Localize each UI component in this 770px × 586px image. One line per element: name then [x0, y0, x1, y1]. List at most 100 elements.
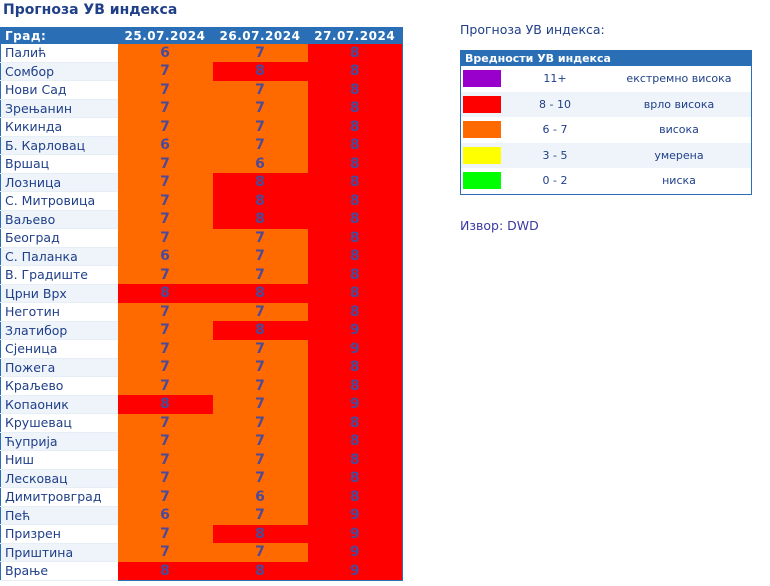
legend-swatch-cell [460, 66, 503, 92]
city-name: Зрењанин [0, 99, 118, 118]
city-name: Б. Карловац [0, 136, 118, 155]
legend-range: 8 - 10 [503, 91, 607, 117]
table-row: Ниш 7 7 8 [0, 450, 403, 470]
uv-index-cell: 6 [117, 247, 213, 266]
uv-index-cell: 7 [212, 469, 308, 488]
uv-index-cell: 7 [212, 302, 308, 321]
uv-index-cell: 8 [212, 191, 308, 210]
legend-range: 11+ [503, 66, 607, 92]
table-row: Пожега 7 7 8 [0, 358, 403, 377]
uv-index-cell: 8 [307, 247, 403, 266]
uv-index-cell: 8 [212, 561, 308, 580]
legend-swatch-cell [460, 91, 503, 117]
uv-index-cell: 7 [212, 432, 308, 451]
table-row: Зрењанин 7 7 8 [0, 99, 403, 118]
city-name: Вршац [0, 154, 118, 174]
color-swatch [463, 172, 501, 190]
uv-index-cell: 7 [117, 191, 213, 210]
source-note: Извор: DWD [460, 218, 539, 233]
uv-index-cell: 7 [117, 99, 213, 118]
uv-index-cell: 8 [307, 154, 403, 173]
uv-index-cell: 8 [212, 210, 308, 229]
legend-label: ниска [607, 168, 752, 194]
city-name: Приштина [0, 543, 118, 562]
uv-index-cell: 9 [307, 506, 403, 525]
table-row: Врање 8 8 9 [0, 561, 403, 581]
uv-index-cell: 8 [307, 173, 403, 192]
uv-index-cell: 8 [307, 284, 403, 303]
color-swatch [463, 95, 501, 113]
uv-index-cell: 7 [212, 543, 308, 562]
uv-index-cell: 7 [212, 413, 308, 432]
table-row: Пећ 6 7 9 [0, 506, 403, 525]
uv-index-cell: 7 [117, 154, 213, 173]
uv-index-cell: 9 [307, 339, 403, 358]
city-name: Краљево [0, 376, 118, 396]
color-swatch [463, 146, 501, 164]
legend-body: 11+ екстремно висока 8 - 10 врло висока 6 - … [460, 66, 752, 194]
uv-index-cell: 7 [212, 358, 308, 377]
uv-index-cell: 7 [212, 376, 308, 395]
table-row: Београд 7 7 8 [0, 228, 403, 248]
uv-index-cell: 6 [117, 506, 213, 525]
uv-forecast-table: Град: 25.07.2024 26.07.2024 27.07.2024 П… [0, 27, 403, 581]
table-row: С. Паланка 6 7 8 [0, 247, 403, 266]
uv-index-cell: 7 [117, 265, 213, 284]
table-row: Сомбор 7 8 8 [0, 62, 403, 81]
table-row: Златибор 7 8 9 [0, 321, 403, 340]
city-name: Ћуприја [0, 432, 118, 451]
uv-index-cell: 8 [212, 284, 308, 303]
table-row: В. Градиште 7 7 8 [0, 265, 403, 285]
city-name: Златибор [0, 321, 118, 340]
city-name: Крушевац [0, 413, 118, 433]
uv-index-cell: 7 [212, 80, 308, 99]
city-name: Сјеница [0, 339, 118, 359]
uv-index-cell: 8 [307, 191, 403, 210]
city-name: Београд [0, 228, 118, 248]
uv-index-cell: 7 [212, 339, 308, 358]
uv-index-cell: 7 [212, 265, 308, 284]
uv-index-cell: 8 [307, 62, 403, 81]
uv-index-cell: 7 [117, 524, 213, 543]
uv-index-cell: 8 [307, 265, 403, 284]
uv-index-cell: 7 [117, 432, 213, 451]
uv-index-cell: 7 [117, 117, 213, 136]
legend-title: Прогноза УВ индекса: [460, 22, 605, 37]
uv-index-cell: 9 [307, 543, 403, 562]
uv-index-cell: 8 [212, 62, 308, 81]
uv-index-cell: 8 [307, 136, 403, 155]
table-row: Ваљево 7 8 8 [0, 210, 403, 229]
uv-index-cell: 7 [212, 506, 308, 525]
uv-index-cell: 7 [212, 247, 308, 266]
city-name: Лозница [0, 173, 118, 192]
legend-row: 8 - 10 врло висока [460, 91, 752, 117]
uv-index-cell: 7 [212, 117, 308, 136]
legend-label: висока [607, 117, 752, 143]
uv-index-cell: 7 [117, 358, 213, 377]
uv-index-cell: 8 [307, 469, 403, 488]
table-row: Нови Сад 7 7 8 [0, 80, 403, 100]
table-row: Призрен 7 8 9 [0, 524, 403, 544]
uv-index-cell: 7 [117, 413, 213, 432]
uv-index-cell: 8 [117, 284, 213, 303]
uv-index-cell: 7 [212, 99, 308, 118]
uv-index-cell: 7 [117, 80, 213, 99]
table-row: Црни Врх 8 8 8 [0, 284, 403, 303]
city-name: Црни Врх [0, 284, 118, 303]
city-name: Лесковац [0, 469, 118, 488]
table-row: Копаоник 8 7 9 [0, 395, 403, 414]
legend-row: 3 - 5 умерена [460, 142, 752, 168]
uv-index-cell: 7 [212, 136, 308, 155]
uv-index-cell: 8 [307, 487, 403, 506]
city-name: Пећ [0, 506, 118, 525]
legend-range: 0 - 2 [503, 168, 607, 194]
city-name: С. Паланка [0, 247, 118, 266]
legend-swatch-cell [460, 142, 503, 168]
uv-index-cell: 7 [117, 228, 213, 247]
legend-label: умерена [607, 142, 752, 168]
uv-index-cell: 8 [307, 80, 403, 99]
table-row: Ћуприја 7 7 8 [0, 432, 403, 451]
city-name: Кикинда [0, 117, 118, 137]
uv-index-cell: 8 [307, 99, 403, 118]
city-name: В. Градиште [0, 265, 118, 285]
